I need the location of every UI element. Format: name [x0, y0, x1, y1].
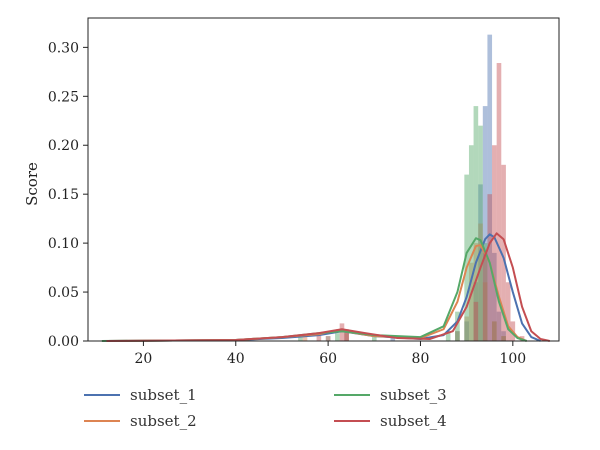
bar-subset_2-9 [492, 321, 497, 341]
legend-item-subset_4: subset_4 [334, 410, 447, 432]
bar-subset_2-5 [468, 262, 474, 341]
y-tick-label-4: 0.20 [48, 138, 79, 154]
bar-subset_1-5 [473, 282, 479, 341]
x-tick-label-0: 20 [134, 351, 152, 367]
series-subset_4-bars [316, 63, 525, 342]
plot-area [101, 34, 550, 342]
bar-subset_1-8 [487, 34, 493, 341]
legend-swatch [334, 394, 370, 396]
axes: 0.00 0.05 0.10 0.15 0.20 0.25 0.30 20 40 60 80 100 [48, 17, 560, 367]
bar-subset_1-9 [492, 252, 497, 341]
y-tick-label-6: 0.30 [48, 40, 79, 56]
y-axis-label: Score [23, 162, 41, 206]
x-tick-label-3: 80 [412, 351, 430, 367]
bar-subset_3-1 [335, 333, 340, 341]
y-tick-label-5: 0.25 [48, 89, 79, 105]
bar-subset_1-7 [482, 106, 488, 341]
bar-subset_3-9 [482, 243, 488, 341]
bar-subset_1-10 [496, 311, 502, 341]
plot-frame [87, 17, 560, 342]
bar-subset_4-6 [492, 145, 497, 341]
y-tick-label-0: 0.00 [48, 334, 79, 350]
bar-subset_4-7 [496, 63, 502, 342]
y-tick-label-2: 0.10 [48, 236, 79, 252]
bar-subset_1-4 [464, 321, 469, 341]
bar-subset_3-6 [468, 145, 474, 341]
bar-subset_3-8 [478, 125, 483, 341]
bar-subset_3-3 [445, 331, 451, 341]
legend-swatch [84, 394, 120, 396]
bar-subset_3-0 [298, 336, 303, 341]
bar-subset_2-8 [482, 282, 488, 341]
y-tick-label-1: 0.05 [48, 285, 79, 301]
bar-subset_2-2 [344, 331, 349, 341]
bar-subset_3-2 [371, 335, 377, 341]
bar-subset_2-0 [302, 335, 308, 341]
x-tick-label-1: 40 [227, 351, 245, 367]
bar-subset_3-5 [464, 174, 469, 341]
bar-subset_2-7 [478, 223, 483, 341]
y-tick-label-3: 0.15 [48, 187, 79, 203]
legend-item-subset_1: subset_1 [84, 384, 197, 406]
legend-swatch [334, 420, 370, 422]
series-subset_2-bars [302, 223, 506, 341]
bar-subset_1-1 [344, 333, 349, 341]
kde-line-subset_3 [101, 237, 527, 342]
bar-subset_4-4 [482, 252, 488, 341]
bar-subset_4-3 [473, 301, 479, 341]
bar-subset_4-0 [316, 335, 322, 341]
kde-line-subset_2 [106, 244, 528, 342]
legend-item-subset_2: subset_2 [84, 410, 197, 432]
bar-subset_2-3 [455, 331, 460, 341]
bar-subset_4-8 [501, 164, 506, 341]
bar-subset_3-7 [473, 106, 479, 341]
bar-subset_3-11 [501, 336, 506, 341]
legend-label: subset_4 [380, 412, 447, 430]
legend-label: subset_1 [130, 386, 197, 404]
bar-subset_1-3 [455, 331, 460, 341]
series-subset_3-bars [298, 106, 506, 341]
bar-subset_4-2 [344, 329, 349, 341]
bar-subset_2-10 [501, 336, 506, 341]
bar-subset_2-4 [464, 316, 469, 341]
bar-subset_3-10 [492, 321, 497, 341]
legend-label: subset_3 [380, 386, 447, 404]
bar-subset_1-6 [478, 184, 483, 341]
kde-line-subset_4 [106, 232, 550, 342]
x-tick-label-2: 60 [319, 351, 337, 367]
x-tick-label-4: 100 [499, 351, 526, 367]
bar-subset_2-1 [325, 336, 331, 341]
legend-swatch [84, 420, 120, 422]
bar-subset_4-5 [487, 194, 493, 341]
bar-subset_3-4 [455, 311, 460, 341]
legend-label: subset_2 [130, 412, 197, 430]
bar-subset_2-6 [473, 243, 479, 341]
bar-subset_4-9 [505, 282, 511, 341]
legend: subset_1 subset_2 subset_3 subset_4 [84, 384, 524, 440]
bar-subset_1-0 [325, 336, 331, 341]
bar-subset_1-11 [501, 331, 506, 341]
legend-item-subset_3: subset_3 [334, 384, 447, 406]
